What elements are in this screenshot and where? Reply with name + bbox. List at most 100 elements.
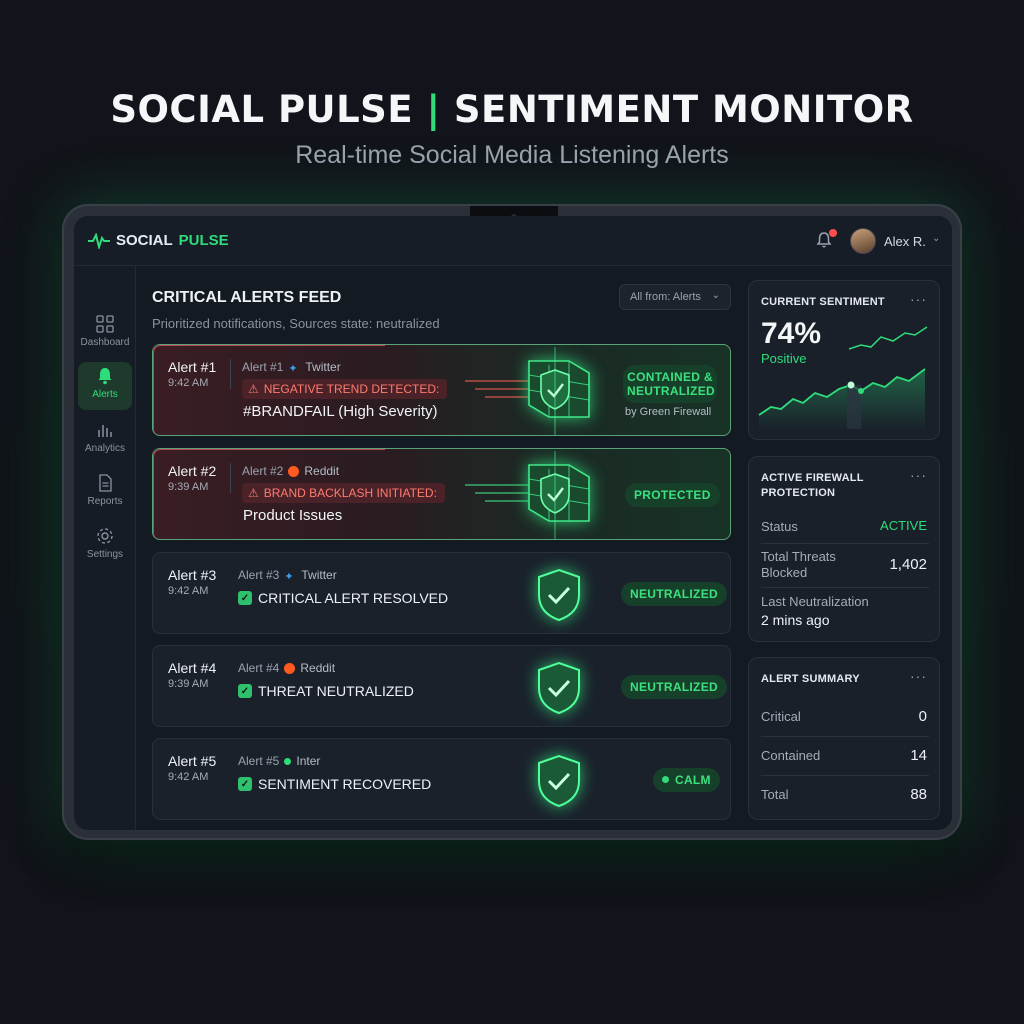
more-icon[interactable]: ··· <box>910 291 927 307</box>
alert-time: 9:39 AM <box>168 481 209 493</box>
threats-label-line2: Blocked <box>761 565 808 580</box>
divider <box>761 543 929 544</box>
threats-value: 1,402 <box>889 556 927 573</box>
status-text: SENTIMENT RECOVERED <box>258 776 432 792</box>
hero-title-left: SOCIAL PULSE <box>110 88 414 131</box>
feed-subtitle: Prioritized notifications, Sources state… <box>152 316 440 331</box>
check-icon: ✓ <box>238 591 252 605</box>
alert-time: 9:39 AM <box>168 678 209 690</box>
alert-meta-id: Alert #2 <box>242 464 284 478</box>
alert-meta-id: Alert #4 <box>238 661 280 675</box>
alert-time: 9:42 AM <box>168 377 209 389</box>
alert-card-3[interactable]: Alert #3 9:42 AM Alert #3 ✦ Twitter ✓ CR… <box>152 552 731 634</box>
summary-value-total: 88 <box>910 786 927 803</box>
alert-number: Alert #3 <box>168 567 217 583</box>
sidebar-item-reports[interactable]: Reports <box>78 469 132 517</box>
reddit-icon <box>284 662 296 674</box>
divider <box>761 587 929 588</box>
divider <box>230 463 231 493</box>
sidebar-item-label: Alerts <box>92 389 118 400</box>
twitter-icon: ✦ <box>288 363 298 375</box>
sentiment-panel: CURRENT SENTIMENT ··· 74% Positive <box>748 280 940 440</box>
warning-tag: ⚠ NEGATIVE TREND DETECTED: <box>242 379 448 399</box>
status-line: ✓ SENTIMENT RECOVERED <box>238 776 431 792</box>
alert-card-4[interactable]: Alert #4 9:39 AM Alert #4 Reddit ✓ THREA… <box>152 645 731 727</box>
status-line: ✓ CRITICAL ALERT RESOLVED <box>238 590 448 606</box>
divider <box>761 736 929 737</box>
alert-meta: Alert #3 ✦ Twitter <box>238 568 337 583</box>
alert-meta-id: Alert #3 <box>238 568 280 582</box>
status-badge: CALM <box>653 768 720 792</box>
summary-panel: ALERT SUMMARY ··· Critical 0 Contained 1… <box>748 657 940 820</box>
status-label: Status <box>761 519 798 534</box>
reports-icon <box>99 474 112 492</box>
twitter-icon: ✦ <box>284 571 294 583</box>
summary-label-total: Total <box>761 787 789 802</box>
shield-check-icon <box>538 661 580 715</box>
status-badge: NEUTRALIZED <box>621 582 727 606</box>
alert-card-2[interactable]: Alert #2 9:39 AM Alert #2 Reddit ⚠ BRAND… <box>152 448 731 540</box>
sidebar-item-label: Analytics <box>84 443 125 454</box>
status-dot-icon <box>662 776 669 783</box>
status-dot-icon <box>284 757 292 765</box>
alert-source: Reddit <box>304 464 340 478</box>
hero-title: SOCIAL PULSE | SENTIMENT MONITOR <box>0 88 1024 131</box>
threats-label: Total Threats Blocked <box>761 549 836 581</box>
notifications-button[interactable] <box>815 229 837 251</box>
warning-tag: ⚠ BRAND BACKLASH INITIATED: <box>242 483 445 503</box>
app-logo[interactable]: SOCIAL PULSE <box>88 232 229 249</box>
sentiment-value: 74% <box>761 317 822 350</box>
warning-text: NEGATIVE TREND DETECTED: <box>263 382 440 396</box>
alert-meta-id: Alert #5 <box>238 754 280 768</box>
shield-check-icon <box>538 754 580 808</box>
alert-card-1[interactable]: Alert #1 9:42 AM Alert #1 ✦ Twitter ⚠ NE… <box>152 344 731 436</box>
panel-title: ALERT SUMMARY <box>761 673 860 685</box>
pulse-icon <box>88 232 110 249</box>
alert-meta: Alert #1 ✦ Twitter <box>242 360 341 375</box>
alert-card-5[interactable]: Alert #5 9:42 AM Alert #5 Inter ✓ SENTIM… <box>152 738 731 820</box>
summary-label-critical: Critical <box>761 709 801 724</box>
sidebar-item-analytics[interactable]: Analytics <box>78 416 132 464</box>
dashboard-icon <box>96 315 114 333</box>
bell-icon <box>816 232 832 248</box>
hero-subtitle: Real-time Social Media Listening Alerts <box>295 141 729 169</box>
status-text: CRITICAL ALERT RESOLVED <box>258 590 449 606</box>
summary-label-contained: Contained <box>761 748 821 763</box>
filter-dropdown[interactable]: All from: Alerts ⌄ <box>619 284 731 310</box>
sidebar-item-settings[interactable]: Settings <box>78 522 132 570</box>
alert-source: Twitter <box>301 568 337 582</box>
chevron-down-icon[interactable]: ⌄ <box>932 233 941 244</box>
hero-title-right: SENTIMENT MONITOR <box>453 88 914 131</box>
status-badge: CONTAINED & NEUTRALIZED <box>623 365 717 403</box>
sidebar: Dashboard Alerts Analytics Reports Setti… <box>74 266 136 830</box>
alert-time: 9:42 AM <box>168 771 209 783</box>
more-icon[interactable]: ··· <box>910 467 927 483</box>
alert-number: Alert #2 <box>168 463 217 479</box>
alert-number: Alert #1 <box>168 359 217 375</box>
alert-detail: Product Issues <box>243 507 343 524</box>
panel-title-line1: ACTIVE FIREWALL <box>761 472 864 484</box>
alert-number: Alert #4 <box>168 660 217 676</box>
alert-meta: Alert #2 Reddit <box>242 464 339 478</box>
more-icon[interactable]: ··· <box>910 668 927 684</box>
last-neutralization-label: Last Neutralization <box>761 594 869 609</box>
sidebar-item-alerts[interactable]: Alerts <box>78 362 132 410</box>
sidebar-item-label: Reports <box>87 496 123 507</box>
sidebar-item-dashboard[interactable]: Dashboard <box>78 310 132 358</box>
bell-icon <box>98 368 112 385</box>
panel-title-line2: PROTECTION <box>761 487 836 499</box>
firewall-panel: ACTIVE FIREWALL PROTECTION ··· Status AC… <box>748 456 940 642</box>
gear-icon <box>97 528 113 544</box>
divider <box>230 359 231 389</box>
warning-text: BRAND BACKLASH INITIATED: <box>263 486 437 500</box>
firewall-shield-icon <box>465 451 590 539</box>
panel-title: ACTIVE FIREWALL PROTECTION <box>761 471 864 501</box>
status-value: ACTIVE <box>880 518 927 533</box>
user-name[interactable]: Alex R. <box>884 234 926 249</box>
top-bar: SOCIAL PULSE Alex R. ⌄ <box>74 216 952 266</box>
alert-number: Alert #5 <box>168 753 217 769</box>
check-icon: ✓ <box>238 777 252 791</box>
summary-value-contained: 14 <box>910 747 927 764</box>
avatar[interactable] <box>850 228 876 254</box>
firewall-shield-icon <box>465 347 590 435</box>
